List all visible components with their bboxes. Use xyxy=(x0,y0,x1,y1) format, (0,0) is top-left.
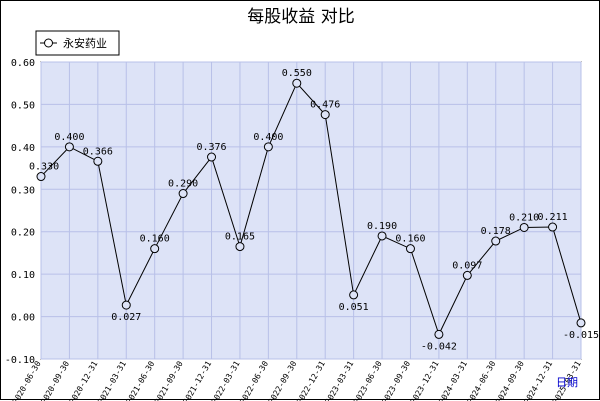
series-line xyxy=(40,82,582,336)
data-point-marker xyxy=(207,152,217,162)
data-point-marker xyxy=(349,290,359,300)
data-point-marker xyxy=(405,244,415,254)
data-value-label: 0.051 xyxy=(339,302,369,313)
data-point-marker xyxy=(434,329,444,339)
plot-area xyxy=(40,61,582,360)
data-value-label: 0.400 xyxy=(253,132,283,143)
data-point-marker xyxy=(320,110,330,120)
data-point-marker xyxy=(178,189,188,199)
data-point-marker xyxy=(150,244,160,254)
data-value-label: 0.210 xyxy=(509,212,539,223)
data-point-marker xyxy=(263,142,273,152)
x-tick-label: 2022-12-31 xyxy=(295,359,327,401)
data-point-marker xyxy=(377,231,387,241)
data-value-label: 0.290 xyxy=(168,179,198,190)
x-axis-label: 日期 xyxy=(556,376,578,389)
series-markers xyxy=(36,78,586,339)
data-labels: 0.330 0.400 0.366 0.027 0.160 0.290 0.376 0.165… xyxy=(29,68,599,352)
data-value-label: 0.376 xyxy=(196,142,226,153)
data-value-label: -0.042 xyxy=(421,341,457,352)
x-tick-label: 2023-03-31 xyxy=(323,359,355,401)
grid-lines xyxy=(40,61,582,360)
data-point-marker xyxy=(548,222,558,232)
data-value-label: 0.165 xyxy=(225,232,255,243)
x-tick-label: 2023-09-30 xyxy=(380,359,412,401)
x-tick-label: 2021-03-31 xyxy=(96,359,128,401)
data-point-marker xyxy=(93,156,103,166)
y-tick-label: 0.30 xyxy=(11,185,35,196)
data-point-marker xyxy=(36,172,46,182)
y-tick-label: 0.40 xyxy=(11,143,35,154)
x-tick-label: 2023-12-31 xyxy=(409,359,441,401)
data-value-label: 0.160 xyxy=(395,234,425,245)
x-tick-label: 2024-12-31 xyxy=(522,359,554,401)
data-value-label: 0.400 xyxy=(54,132,84,143)
x-axis-ticks: 2020-06-302020-09-302020-12-312021-03-31… xyxy=(11,359,583,401)
x-tick-label: 2020-09-30 xyxy=(39,359,71,401)
x-tick-label: 2022-06-30 xyxy=(238,359,270,401)
y-tick-label: 0.20 xyxy=(11,228,35,239)
data-point-marker xyxy=(64,142,74,152)
data-point-marker xyxy=(235,242,245,252)
data-value-label: 0.027 xyxy=(111,312,141,323)
data-value-label: 0.550 xyxy=(282,68,312,79)
data-value-label: 0.160 xyxy=(140,234,170,245)
data-value-label: -0.015 xyxy=(563,330,599,341)
x-tick-label: 2022-09-30 xyxy=(267,359,299,401)
data-point-marker xyxy=(491,236,501,246)
data-point-marker xyxy=(519,222,529,232)
y-tick-label: 0.60 xyxy=(11,58,35,69)
x-tick-label: 2021-12-31 xyxy=(181,359,213,401)
chart-title: 每股收益 对比 xyxy=(247,7,354,27)
y-axis-ticks: 0.60 0.50 0.40 0.30 0.20 0.10 0.00 -0.10 xyxy=(5,58,35,366)
data-point-marker xyxy=(292,78,302,88)
x-tick-label: 2022-03-31 xyxy=(210,359,242,401)
data-value-label: 0.366 xyxy=(83,146,113,157)
x-tick-label: 2023-06-30 xyxy=(352,359,384,401)
y-tick-label: 0.50 xyxy=(11,100,35,111)
data-value-label: 0.330 xyxy=(29,162,59,173)
data-value-label: 0.190 xyxy=(367,221,397,232)
data-value-label: 0.097 xyxy=(452,260,482,271)
x-tick-label: 2021-06-30 xyxy=(125,359,157,401)
y-tick-label: 0.10 xyxy=(11,270,35,281)
x-tick-label: 2024-03-31 xyxy=(437,359,469,401)
x-tick-label: 2021-09-30 xyxy=(153,359,185,401)
legend-entry-label: 永安药业 xyxy=(63,36,107,50)
legend-marker-icon xyxy=(44,38,53,48)
x-tick-label: 2024-06-30 xyxy=(466,359,498,401)
y-tick-label: -0.10 xyxy=(5,355,35,366)
data-point-marker xyxy=(576,318,586,328)
x-tick-label: 2020-12-31 xyxy=(68,359,100,401)
y-tick-label: 0.00 xyxy=(11,313,35,324)
data-value-label: 0.211 xyxy=(538,212,568,223)
data-point-marker xyxy=(462,270,472,280)
data-value-label: 0.178 xyxy=(481,226,511,237)
data-point-marker xyxy=(121,300,131,310)
legend: 永安药业 xyxy=(35,30,120,56)
x-tick-label: 2024-09-30 xyxy=(494,359,526,401)
data-value-label: 0.476 xyxy=(310,100,340,111)
